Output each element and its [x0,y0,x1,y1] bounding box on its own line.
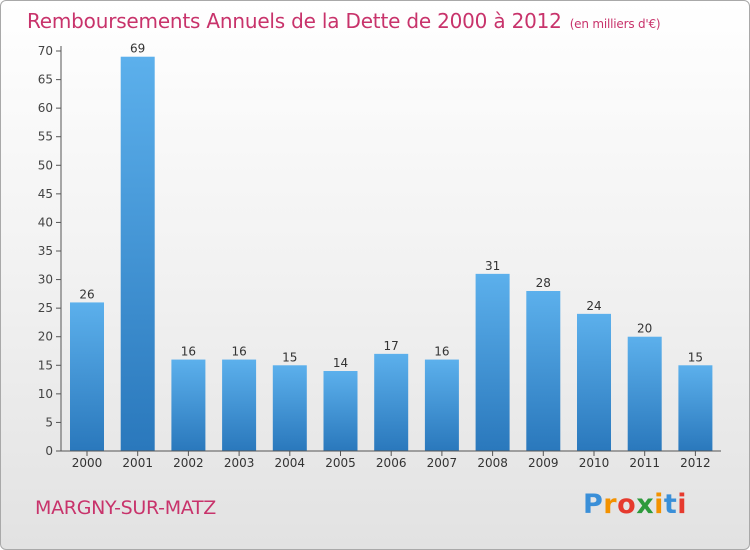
bar [424,359,459,451]
y-tick-label: 30 [38,273,53,287]
x-tick-label: 2012 [680,456,711,470]
logo-letter: x [636,489,655,520]
bar [70,302,104,451]
data-label: 16 [434,345,449,359]
y-tick-label: 10 [38,387,53,401]
bar [171,359,206,451]
bar [272,365,307,451]
bar [374,353,409,451]
x-tick-label: 2001 [122,456,153,470]
title-text: Remboursements Annuels de la Dette de 20… [27,9,562,33]
x-tick-label: 2010 [579,456,610,470]
title-unit: (en milliers d'€) [569,17,661,31]
y-tick-label: 70 [38,44,53,58]
y-tick-label: 20 [38,330,53,344]
data-label: 31 [485,259,500,273]
data-label: 14 [333,356,348,370]
x-tick-label: 2002 [173,456,204,470]
x-tick-label: 2009 [528,456,559,470]
chart-title: Remboursements Annuels de la Dette de 20… [27,9,661,33]
bar [526,291,561,451]
x-tick-label: 2007 [427,456,458,470]
logo-letter: o [617,489,637,520]
data-label: 16 [181,345,196,359]
x-tick-label: 2003 [224,456,255,470]
x-tick-label: 2008 [477,456,508,470]
data-label: 26 [79,287,94,301]
data-label: 15 [282,350,297,364]
y-tick-label: 35 [38,244,53,258]
y-tick-label: 5 [45,415,53,429]
data-label: 69 [130,42,145,56]
y-tick-label: 40 [38,215,53,229]
data-label: 24 [586,299,601,313]
logo-letter: t [663,489,678,520]
data-label: 20 [637,322,652,336]
bar [678,365,713,451]
y-tick-label: 65 [38,73,53,87]
y-tick-label: 25 [38,301,53,315]
y-tick-label: 60 [38,101,53,115]
bar [627,336,662,451]
bar [577,313,611,451]
bar [222,359,257,451]
logo-letter: r [603,489,618,520]
bar [475,273,510,451]
x-tick-label: 2004 [275,456,306,470]
y-tick-label: 45 [38,187,53,201]
y-tick-label: 15 [38,358,53,372]
y-tick-label: 0 [45,444,53,458]
logo-letter: i [677,489,688,520]
x-tick-label: 2000 [72,456,103,470]
data-label: 28 [536,276,551,290]
data-label: 16 [231,345,246,359]
proxiti-logo: Proxiti [583,489,687,520]
data-label: 15 [688,350,703,364]
place-name: MARGNY-SUR-MATZ [35,497,217,519]
y-tick-label: 55 [38,130,53,144]
logo-letter: i [654,489,664,520]
x-tick-label: 2005 [325,456,356,470]
bar [323,371,358,451]
y-tick-label: 50 [38,158,53,172]
x-tick-label: 2011 [629,456,660,470]
logo-letter: P [583,489,604,520]
data-label: 17 [384,339,399,353]
x-tick-label: 2006 [376,456,407,470]
bar [120,56,155,451]
